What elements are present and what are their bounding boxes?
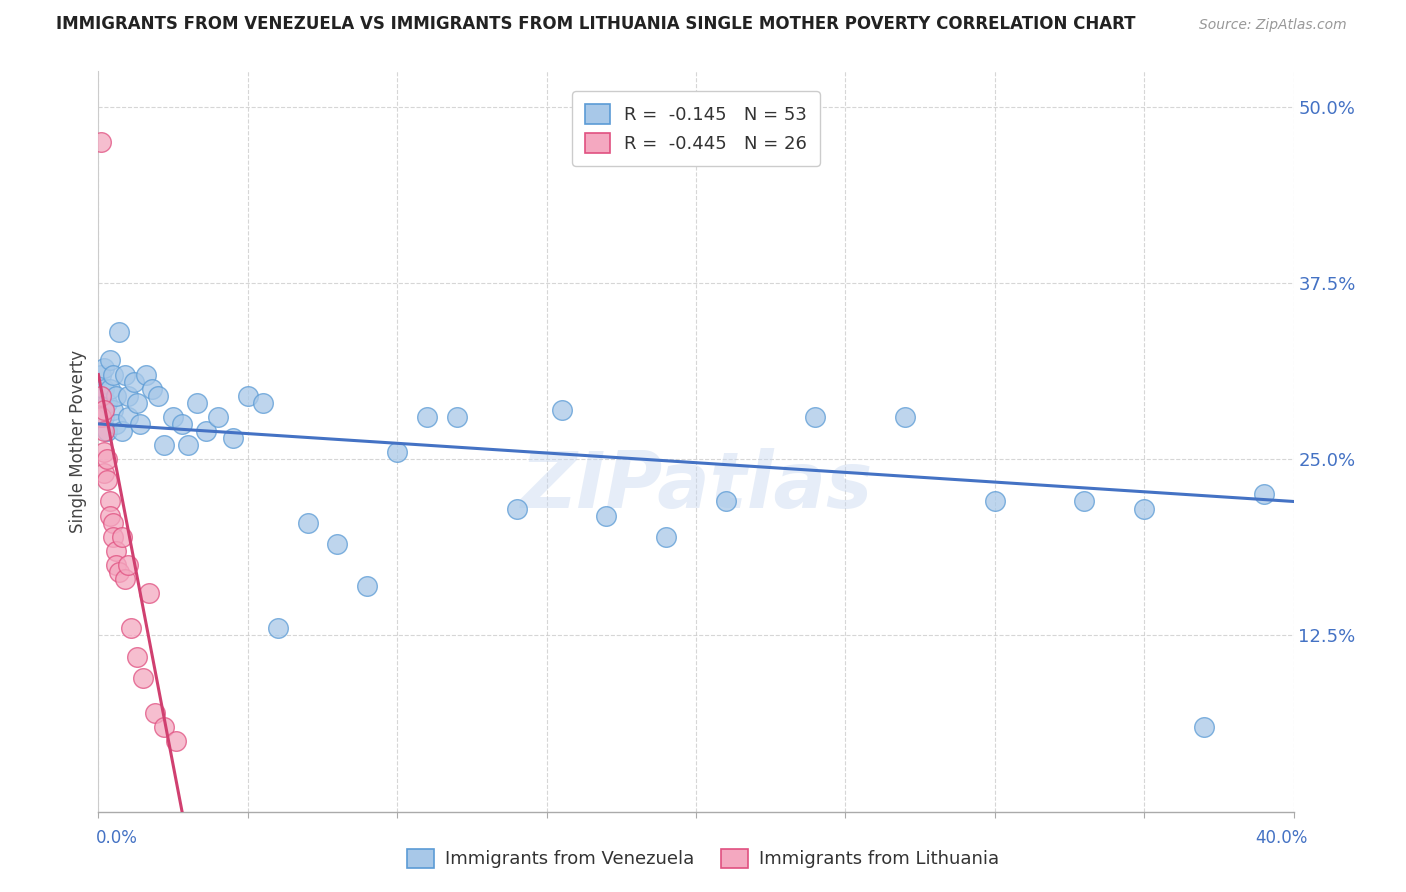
Point (90, 389, 112, 403)
Point (416, 409, 439, 424)
Point (114, 572, 136, 586)
Text: 0.0%: 0.0% (96, 829, 138, 847)
Point (195, 424, 218, 438)
Point (148, 389, 170, 403)
Point (90, 409, 112, 424)
Text: Source: ZipAtlas.com: Source: ZipAtlas.com (1199, 19, 1347, 32)
Legend: R =  -0.145   N = 53, R =  -0.445   N = 26: R = -0.145 N = 53, R = -0.445 N = 26 (572, 92, 820, 166)
Point (103, 530, 125, 544)
Text: IMMIGRANTS FROM VENEZUELA VS IMMIGRANTS FROM LITHUANIA SINGLE MOTHER POVERTY COR: IMMIGRANTS FROM VENEZUELA VS IMMIGRANTS … (56, 15, 1136, 33)
Point (252, 396, 274, 410)
Point (117, 409, 139, 424)
Point (356, 579, 378, 593)
Point (103, 402, 125, 417)
Point (143, 706, 166, 720)
Point (127, 396, 149, 410)
Point (105, 544, 128, 558)
Point (207, 409, 229, 424)
Point (93, 409, 115, 424)
Point (96, 424, 118, 438)
Point (93, 445, 115, 459)
Point (135, 368, 157, 382)
Point (132, 671, 155, 685)
Point (103, 516, 125, 530)
Point (1253, 487, 1275, 501)
Point (267, 621, 290, 635)
Y-axis label: Single Mother Poverty: Single Mother Poverty (69, 350, 87, 533)
Point (103, 368, 125, 382)
Point (326, 537, 349, 551)
Point (165, 734, 187, 748)
Point (98, 353, 122, 368)
Point (1133, 501, 1156, 516)
Point (127, 649, 149, 664)
Point (96, 452, 118, 467)
Point (98, 494, 122, 508)
Point (655, 530, 678, 544)
Point (114, 368, 136, 382)
Point (222, 431, 245, 445)
Point (117, 389, 139, 403)
Point (120, 621, 142, 635)
Point (98, 382, 122, 396)
Point (124, 375, 146, 389)
Point (153, 720, 176, 734)
Point (550, 402, 572, 417)
Point (93, 360, 115, 375)
Point (111, 424, 134, 438)
Point (93, 382, 115, 396)
Point (595, 508, 617, 523)
Point (153, 438, 176, 452)
Point (804, 409, 827, 424)
Point (93, 424, 115, 438)
Point (1073, 494, 1095, 508)
Point (446, 409, 468, 424)
Point (236, 389, 259, 403)
Point (162, 409, 184, 424)
Point (117, 558, 139, 572)
Point (385, 445, 409, 459)
Point (90, 135, 112, 149)
Point (108, 565, 131, 579)
Point (141, 382, 163, 396)
Point (984, 494, 1007, 508)
Point (93, 402, 115, 417)
Point (98, 508, 122, 523)
Point (111, 530, 134, 544)
Text: 40.0%: 40.0% (1256, 829, 1308, 847)
Text: ZIPatlas: ZIPatlas (520, 448, 872, 524)
Point (297, 516, 319, 530)
Point (894, 409, 917, 424)
Point (108, 325, 131, 339)
Point (172, 417, 194, 431)
Point (96, 396, 118, 410)
Point (93, 467, 115, 481)
Point (186, 396, 208, 410)
Point (129, 417, 152, 431)
Point (105, 558, 128, 572)
Legend: Immigrants from Venezuela, Immigrants from Lithuania: Immigrants from Venezuela, Immigrants fr… (399, 841, 1007, 876)
Point (1192, 720, 1215, 734)
Point (138, 586, 160, 600)
Point (506, 501, 529, 516)
Point (90, 389, 112, 403)
Point (90, 368, 112, 382)
Point (105, 389, 128, 403)
Point (714, 494, 737, 508)
Point (96, 473, 118, 487)
Point (105, 417, 128, 431)
Point (177, 438, 200, 452)
